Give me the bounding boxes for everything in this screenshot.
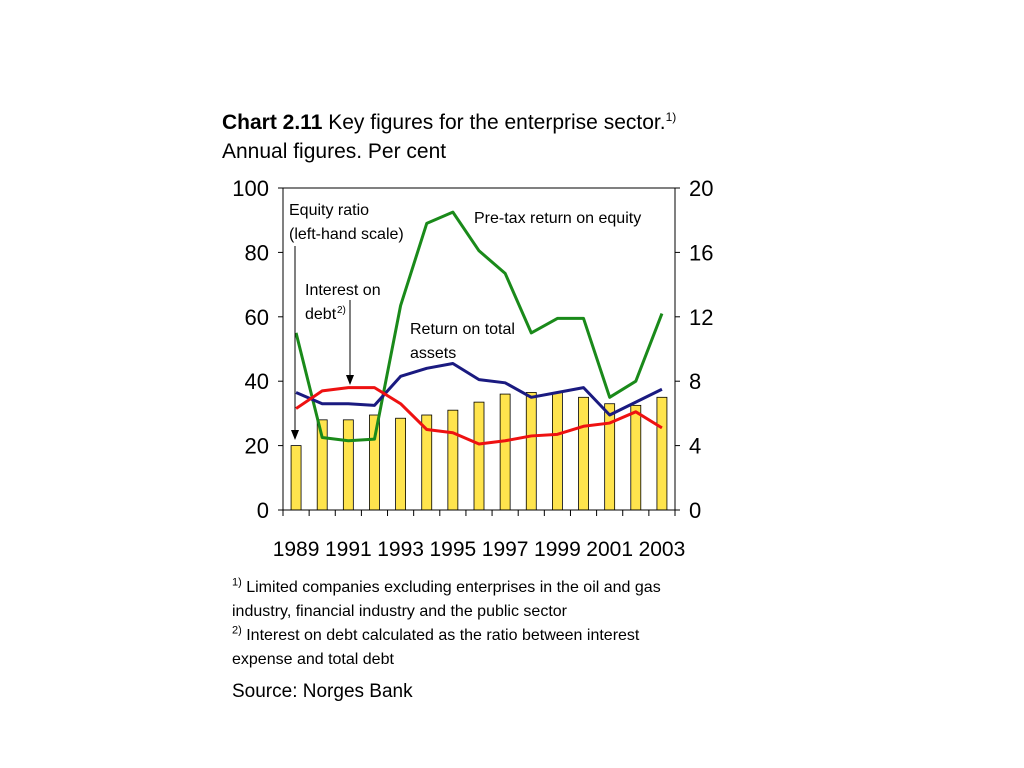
chart-number: Chart 2.11	[222, 111, 323, 134]
bar-2002	[630, 404, 642, 511]
source-note: Source: Norges Bank	[232, 681, 413, 702]
bar-1999	[552, 392, 563, 511]
left-tick-label: 0	[257, 498, 269, 523]
bar-1992	[369, 414, 380, 511]
footnote-1: 1) Limited companies excluding enterpris…	[232, 576, 692, 624]
equity-ratio-label: Equity ratio	[289, 202, 369, 219]
line-series	[294, 210, 664, 446]
bar-2000	[578, 396, 589, 511]
bar-1989	[290, 445, 302, 511]
footnotes: 1) Limited companies excluding enterpris…	[232, 576, 692, 672]
left-tick-label: 40	[245, 369, 269, 394]
footnote-2-text: Interest on debt calculated as the ratio…	[232, 627, 640, 668]
line-series-1	[294, 210, 664, 443]
x-tick-label: 1991	[325, 538, 372, 561]
line-series-2	[295, 361, 663, 417]
x-tick-label: 1989	[273, 538, 320, 561]
right-tick-label: 4	[689, 434, 701, 459]
x-tick-label: 1997	[482, 538, 529, 561]
right-tick-label: 8	[689, 369, 701, 394]
left-tick-label: 60	[245, 305, 269, 330]
chart-subtitle: Annual figures. Per cent	[222, 140, 447, 163]
interest-on-debt-label: Interest on	[305, 282, 381, 299]
left-tick-label: 100	[232, 176, 269, 201]
bar-1996	[473, 401, 485, 511]
bar-1997	[499, 393, 511, 511]
x-tick-label: 1993	[377, 538, 424, 561]
bar-1993	[395, 417, 407, 511]
interest-on-debt-label-2: debt	[305, 306, 337, 323]
right-tick-label: 0	[689, 498, 701, 523]
equity-ratio-arrowhead	[291, 430, 299, 440]
footnote-1-marker: 1)	[232, 576, 242, 589]
bar-1991	[342, 419, 354, 511]
x-tick-label: 1995	[430, 538, 477, 561]
return-on-assets-label: Return on total	[410, 321, 515, 338]
footnote-2: 2) Interest on debt calculated as the ra…	[232, 624, 692, 672]
right-tick-label: 12	[689, 305, 713, 330]
interest-on-debt-footnote-ref: 2)	[337, 305, 346, 316]
bar-2001	[604, 403, 616, 511]
left-tick-label: 20	[245, 434, 269, 459]
pretax-return-label: Pre-tax return on equity	[474, 210, 641, 227]
chart-title-text: Key figures for the enterprise sector.	[322, 111, 666, 134]
right-tick-label: 20	[689, 176, 713, 201]
chart-title: Chart 2.11 Key figures for the enterpris…	[222, 108, 676, 166]
right-tick-label: 16	[689, 240, 713, 265]
line-series-3	[295, 386, 663, 446]
plot-frame	[282, 187, 676, 511]
x-tick-label: 1999	[534, 538, 581, 561]
bar-2003	[656, 396, 668, 511]
bar-1998	[525, 392, 537, 511]
x-tick-label: 2001	[586, 538, 633, 561]
interest-arrowhead	[346, 375, 354, 385]
footnote-2-marker: 2)	[232, 624, 242, 637]
footnote-1-text: Limited companies excluding enterprises …	[232, 579, 661, 620]
annotations: Equity ratio (left-hand scale) Interest on…	[289, 202, 641, 440]
equity-ratio-scale-label: (left-hand scale)	[289, 226, 404, 243]
return-on-assets-label-2: assets	[410, 345, 456, 362]
x-tick-label: 2003	[639, 538, 686, 561]
bar-1995	[447, 409, 459, 511]
chart-title-footnote-ref: 1)	[665, 110, 677, 124]
bar-series	[290, 392, 668, 511]
left-tick-label: 80	[245, 240, 269, 265]
